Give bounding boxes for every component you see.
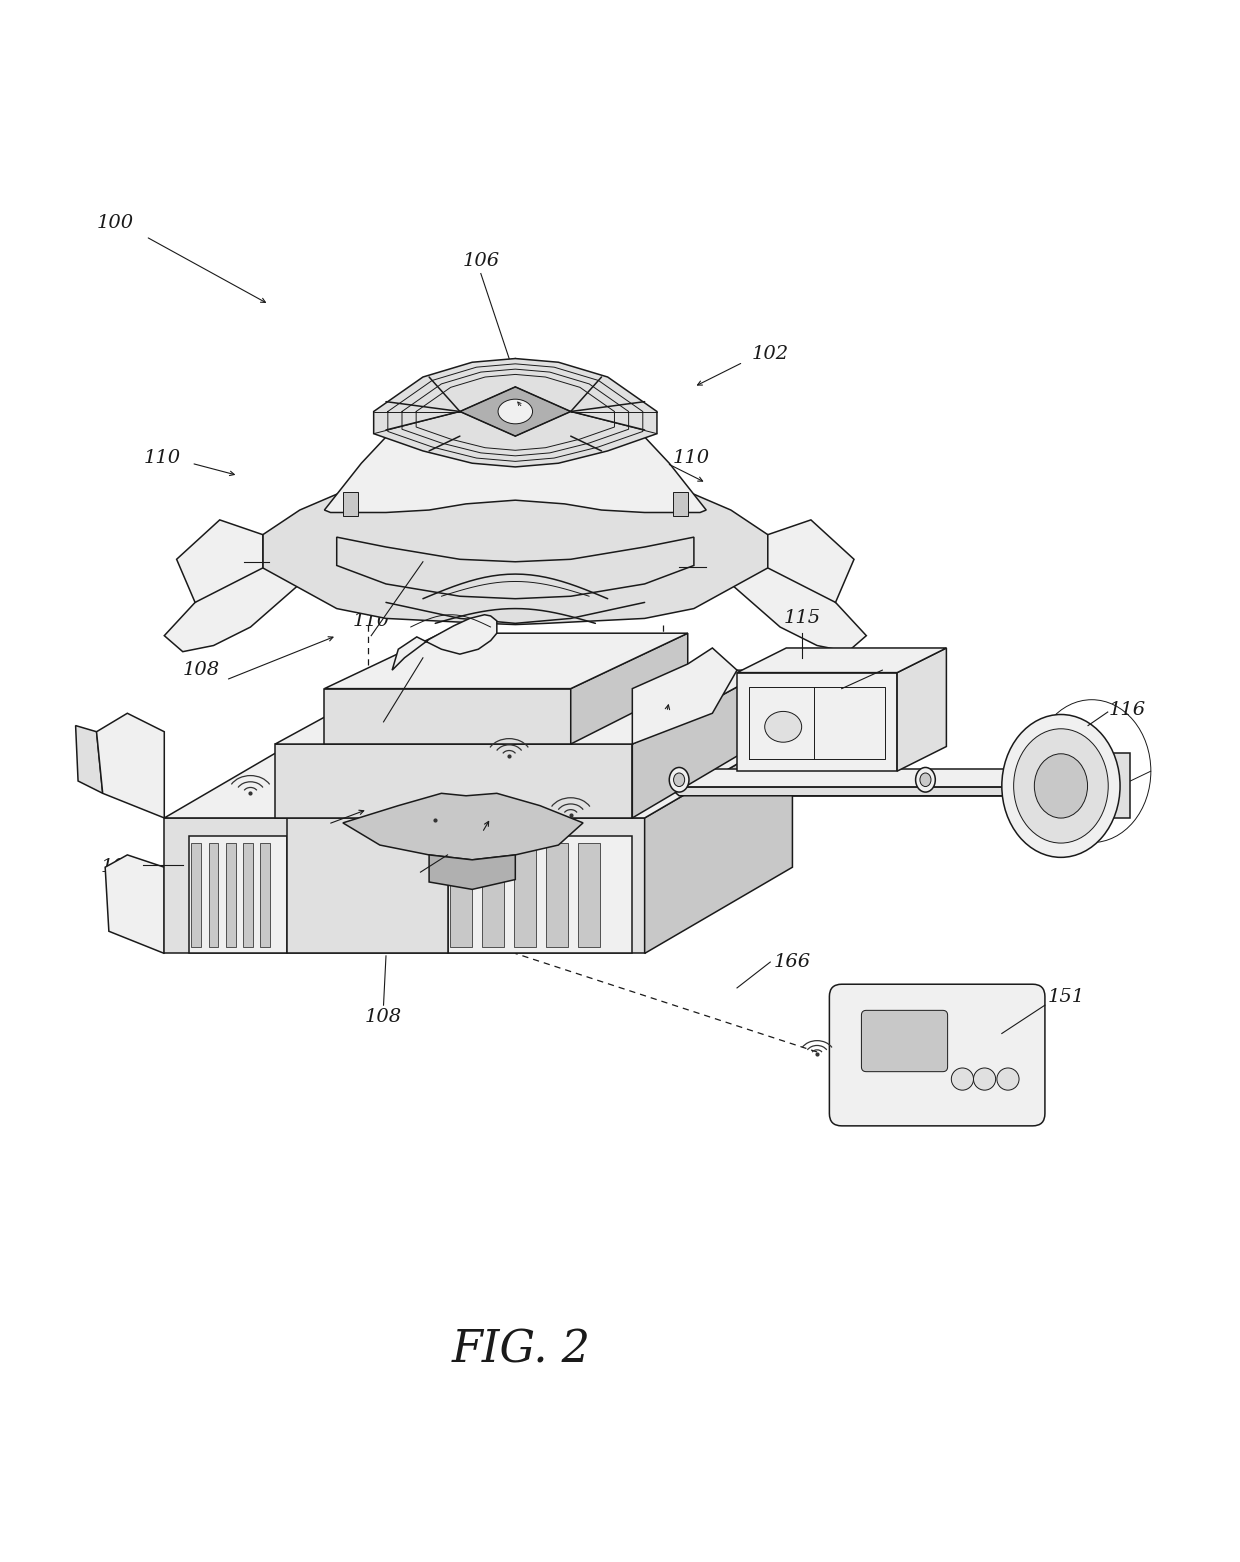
- Circle shape: [973, 1068, 996, 1090]
- Polygon shape: [76, 726, 103, 793]
- Text: 166: 166: [774, 953, 811, 972]
- Polygon shape: [208, 842, 218, 947]
- Polygon shape: [515, 842, 536, 947]
- Polygon shape: [737, 648, 946, 673]
- Polygon shape: [325, 633, 688, 689]
- Polygon shape: [673, 492, 688, 515]
- Text: 150: 150: [446, 831, 481, 850]
- Polygon shape: [694, 534, 867, 651]
- Polygon shape: [260, 842, 270, 947]
- Polygon shape: [325, 359, 707, 512]
- Polygon shape: [448, 836, 632, 953]
- Polygon shape: [645, 731, 792, 953]
- Ellipse shape: [670, 767, 689, 792]
- Polygon shape: [632, 670, 768, 818]
- Circle shape: [951, 1068, 973, 1090]
- Text: 106: 106: [463, 251, 500, 270]
- Polygon shape: [164, 818, 645, 953]
- Polygon shape: [325, 689, 570, 744]
- Polygon shape: [176, 520, 263, 603]
- Polygon shape: [373, 359, 657, 467]
- Polygon shape: [164, 731, 792, 818]
- Text: 110: 110: [144, 450, 180, 467]
- Circle shape: [997, 1068, 1019, 1090]
- Polygon shape: [392, 615, 497, 670]
- Text: 102: 102: [751, 345, 789, 362]
- Polygon shape: [275, 670, 768, 744]
- Text: 100: 100: [97, 214, 134, 233]
- Polygon shape: [450, 842, 472, 947]
- Polygon shape: [337, 537, 694, 598]
- Polygon shape: [97, 714, 164, 818]
- Text: 116: 116: [1109, 701, 1146, 719]
- Polygon shape: [243, 842, 253, 947]
- FancyBboxPatch shape: [862, 1011, 947, 1072]
- Polygon shape: [188, 836, 288, 953]
- FancyBboxPatch shape: [830, 984, 1045, 1126]
- Polygon shape: [897, 648, 946, 772]
- Text: 110: 110: [352, 612, 389, 629]
- Text: 110: 110: [673, 450, 711, 467]
- Ellipse shape: [1013, 729, 1109, 843]
- Polygon shape: [570, 633, 688, 744]
- Polygon shape: [768, 520, 854, 603]
- Polygon shape: [288, 818, 448, 953]
- Polygon shape: [226, 842, 236, 947]
- Polygon shape: [737, 673, 897, 772]
- Polygon shape: [105, 854, 164, 953]
- Text: 104: 104: [884, 654, 921, 672]
- Ellipse shape: [915, 767, 935, 792]
- Text: 108: 108: [365, 1009, 402, 1026]
- Polygon shape: [343, 793, 583, 859]
- Text: 103: 103: [684, 558, 722, 576]
- Text: 108: 108: [673, 701, 711, 719]
- Ellipse shape: [1002, 714, 1120, 858]
- Polygon shape: [578, 842, 600, 947]
- Polygon shape: [343, 492, 357, 515]
- Text: 115: 115: [784, 609, 821, 628]
- Polygon shape: [164, 534, 337, 651]
- Polygon shape: [263, 480, 768, 625]
- Text: 151: 151: [1048, 987, 1085, 1006]
- Ellipse shape: [673, 773, 684, 787]
- Text: 103: 103: [198, 550, 236, 569]
- Polygon shape: [632, 648, 737, 744]
- Ellipse shape: [1034, 754, 1087, 818]
- Polygon shape: [670, 787, 1049, 795]
- Polygon shape: [275, 744, 632, 818]
- Polygon shape: [670, 769, 1039, 787]
- Polygon shape: [429, 854, 516, 889]
- Text: 108: 108: [182, 661, 219, 679]
- Ellipse shape: [920, 773, 931, 787]
- Polygon shape: [546, 842, 568, 947]
- Polygon shape: [191, 842, 201, 947]
- Text: 150: 150: [293, 823, 327, 842]
- Ellipse shape: [765, 711, 802, 742]
- Polygon shape: [1024, 753, 1130, 818]
- Text: 101: 101: [100, 858, 138, 876]
- Polygon shape: [460, 387, 570, 436]
- Text: 107: 107: [402, 875, 439, 893]
- Polygon shape: [482, 842, 505, 947]
- Ellipse shape: [498, 400, 532, 423]
- Text: 108: 108: [365, 725, 402, 744]
- Text: FIG. 2: FIG. 2: [451, 1328, 591, 1371]
